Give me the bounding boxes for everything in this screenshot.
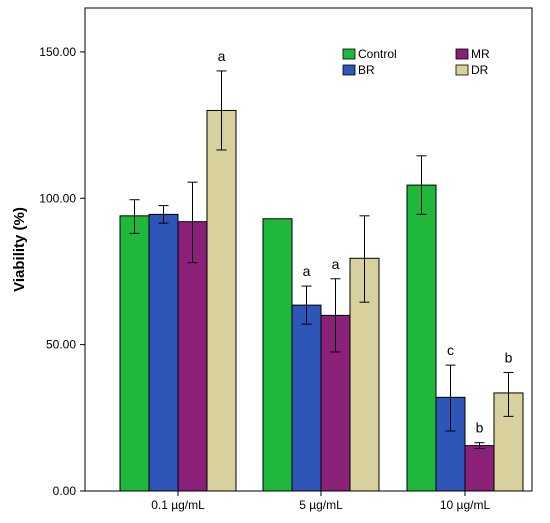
- significance-label: b: [476, 420, 484, 436]
- y-tick-label: 100.00: [39, 191, 76, 205]
- bar: [177, 221, 208, 492]
- y-tick-label: 150.00: [39, 45, 76, 59]
- legend-swatch: [342, 48, 356, 60]
- bar: [119, 215, 150, 492]
- legend-label: DR: [471, 63, 489, 77]
- x-tick-label: 5 µg/mL: [299, 498, 343, 512]
- legend-swatch: [342, 64, 356, 76]
- x-tick-label: 0.1 µg/mL: [151, 498, 205, 512]
- x-tick-label: 10 µg/mL: [440, 498, 491, 512]
- bar: [435, 396, 466, 492]
- legend-label: Control: [358, 47, 397, 61]
- bar: [406, 184, 437, 492]
- legend-swatch: [455, 64, 469, 76]
- y-tick-label: 50.00: [46, 338, 76, 352]
- bar: [148, 213, 179, 492]
- bar: [464, 445, 495, 492]
- legend-label: BR: [358, 63, 375, 77]
- significance-label: a: [303, 263, 311, 279]
- bar: [206, 109, 237, 492]
- significance-label: b: [505, 349, 513, 365]
- bar: [349, 257, 380, 492]
- significance-label: a: [332, 256, 340, 272]
- legend-label: MR: [471, 47, 490, 61]
- significance-label: a: [218, 48, 226, 64]
- bar: [262, 218, 293, 492]
- significance-label: c: [447, 342, 454, 358]
- y-tick-label: 0.00: [53, 484, 77, 498]
- y-axis-title: Viability (%): [11, 207, 28, 292]
- bar: [291, 304, 322, 492]
- legend-swatch: [455, 48, 469, 60]
